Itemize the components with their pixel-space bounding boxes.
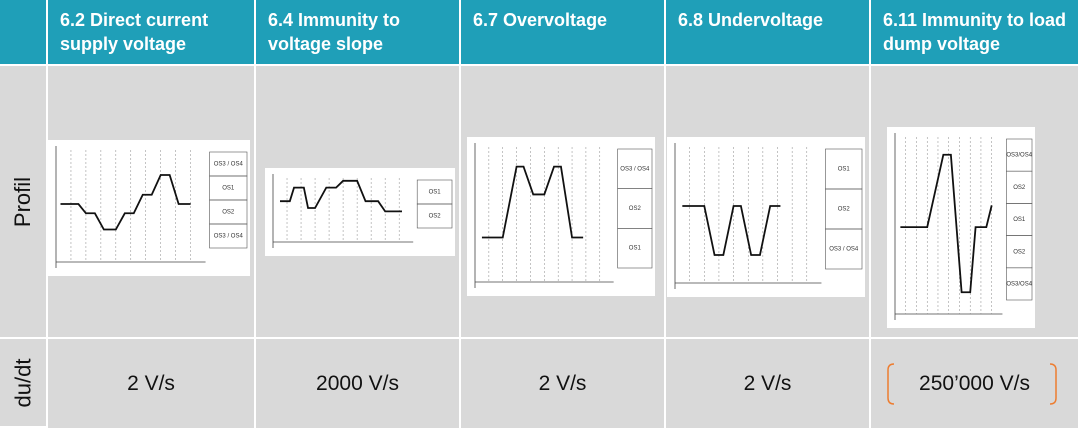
zone-label: OS2 — [222, 210, 235, 216]
zone-label: OS2 — [1013, 249, 1026, 255]
dudt-cell: 250’000 V/s — [871, 339, 1078, 428]
zone-box — [617, 228, 653, 269]
profile-diagram: OS1 OS2 OS3 / OS4 — [667, 137, 865, 297]
dudt-value: 2000 V/s — [316, 371, 399, 395]
dudt-value: 2 V/s — [743, 371, 792, 395]
dudt-cell: 2000 V/s — [256, 339, 459, 428]
dudt-value: 2 V/s — [127, 371, 175, 395]
profile-diagram: OS3 / OS4 OS1 OS2 OS3 / OS4 — [48, 140, 250, 276]
row-label-cell: Profil — [0, 66, 46, 337]
profile-diagram: OS3 / OS4 OS2 OS1 — [467, 137, 655, 296]
zone-label: OS2 — [1013, 185, 1026, 191]
zone-label: OS3 / OS4 — [620, 166, 650, 172]
corner-cell — [0, 0, 46, 64]
column-header: 6.8 Undervoltage — [666, 0, 869, 64]
dudt-cell: 2 V/s — [48, 339, 254, 428]
bracket-left — [887, 363, 895, 405]
profile-diagram: OS3/OS4 OS2 OS1 OS2 OS3/OS4 — [887, 127, 1035, 328]
row-label-cell: du/dt — [0, 339, 46, 426]
dudt-value: 250’000 V/s — [919, 371, 1030, 395]
dudt-cell: 2 V/s — [461, 339, 664, 428]
waveform — [682, 205, 781, 256]
zone-box — [825, 228, 863, 270]
row-label: du/dt — [10, 358, 35, 407]
zone-label: OS2 — [429, 214, 442, 220]
zone-box — [1006, 267, 1033, 301]
waveform — [481, 165, 584, 239]
zone-label: OS2 — [629, 206, 642, 212]
zone-label: OS1 — [429, 190, 442, 196]
zone-label: OS1 — [1013, 217, 1026, 223]
zone-label: OS1 — [629, 246, 642, 252]
zone-label: OS3 / OS4 — [214, 162, 244, 168]
column-header: 6.2 Direct current supply voltage — [48, 0, 254, 64]
zone-label: OS3 / OS4 — [829, 247, 859, 253]
zone-box — [209, 223, 248, 249]
dudt-value: 2 V/s — [538, 371, 587, 395]
column-header: 6.7 Overvoltage — [461, 0, 664, 64]
zone-label: OS2 — [838, 207, 851, 213]
zone-label: OS3 / OS4 — [214, 234, 244, 240]
column-header: 6.11 Immunity to load dump voltage — [871, 0, 1078, 64]
bracket-right — [1049, 363, 1057, 405]
row-label: Profil — [10, 176, 35, 227]
zone-label: OS1 — [222, 186, 235, 192]
profile-diagram: OS1 OS2 — [265, 168, 455, 256]
dudt-cell: 2 V/s — [666, 339, 869, 428]
column-header: 6.4 Immunity to voltage slope — [256, 0, 459, 64]
waveform — [60, 174, 191, 231]
zone-label: OS1 — [838, 167, 851, 173]
waveform — [280, 179, 402, 213]
zone-label: OS3/OS4 — [1006, 153, 1032, 159]
highlight-bracket — [887, 363, 1057, 405]
waveform — [900, 153, 993, 294]
zone-box — [416, 203, 453, 229]
zone-label: OS3/OS4 — [1006, 281, 1032, 287]
